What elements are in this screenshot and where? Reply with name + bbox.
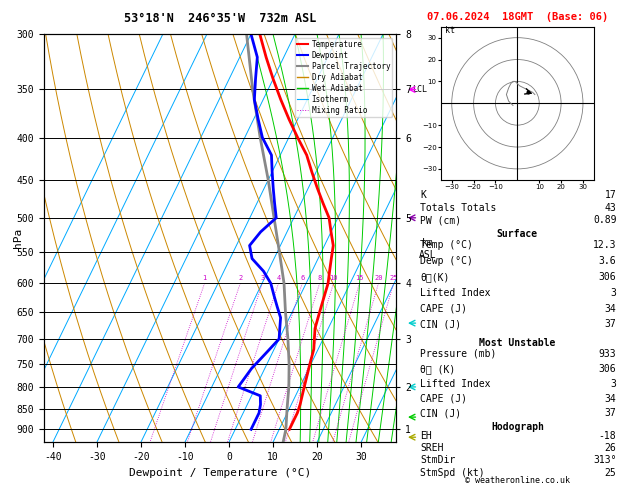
Text: 37: 37 (604, 319, 616, 330)
Text: 3: 3 (611, 288, 616, 298)
Text: CIN (J): CIN (J) (420, 319, 462, 330)
Text: Pressure (mb): Pressure (mb) (420, 349, 497, 359)
Text: CIN (J): CIN (J) (420, 408, 462, 418)
Text: -18: -18 (599, 431, 616, 441)
Text: StmDir: StmDir (420, 455, 455, 466)
Text: hPa: hPa (13, 228, 23, 248)
Text: CAPE (J): CAPE (J) (420, 304, 467, 313)
Text: Surface: Surface (497, 229, 538, 239)
Text: PW (cm): PW (cm) (420, 215, 462, 226)
Text: 3: 3 (260, 276, 264, 281)
Text: Dewp (°C): Dewp (°C) (420, 256, 473, 266)
Text: EH: EH (420, 431, 432, 441)
Text: Lifted Index: Lifted Index (420, 288, 491, 298)
Text: kt: kt (445, 26, 455, 35)
X-axis label: Dewpoint / Temperature (°C): Dewpoint / Temperature (°C) (129, 468, 311, 478)
Text: 15: 15 (355, 276, 364, 281)
Text: 3.6: 3.6 (599, 256, 616, 266)
Text: 6: 6 (300, 276, 304, 281)
Text: 306: 306 (599, 272, 616, 282)
Text: 4: 4 (276, 276, 281, 281)
Text: Most Unstable: Most Unstable (479, 338, 555, 348)
Text: 1: 1 (203, 276, 207, 281)
Text: Totals Totals: Totals Totals (420, 203, 497, 213)
Text: 34: 34 (604, 394, 616, 403)
Text: 313°: 313° (593, 455, 616, 466)
Text: 306: 306 (599, 364, 616, 374)
Text: Temp (°C): Temp (°C) (420, 240, 473, 250)
Text: Lifted Index: Lifted Index (420, 379, 491, 389)
Text: 07.06.2024  18GMT  (Base: 06): 07.06.2024 18GMT (Base: 06) (426, 12, 608, 22)
Text: 20: 20 (374, 276, 382, 281)
Text: 25: 25 (389, 276, 398, 281)
Text: CAPE (J): CAPE (J) (420, 394, 467, 403)
Y-axis label: km
ASL: km ASL (419, 238, 437, 260)
Text: θᴄ (K): θᴄ (K) (420, 364, 455, 374)
Text: 26: 26 (604, 443, 616, 453)
Text: LCL: LCL (412, 85, 427, 94)
Text: Hodograph: Hodograph (491, 422, 544, 432)
Text: © weatheronline.co.uk: © weatheronline.co.uk (465, 476, 570, 485)
Text: 53°18'N  246°35'W  732m ASL: 53°18'N 246°35'W 732m ASL (124, 12, 316, 25)
Text: 8: 8 (318, 276, 321, 281)
Text: 25: 25 (604, 468, 616, 478)
Text: 2: 2 (238, 276, 242, 281)
Text: 34: 34 (604, 304, 616, 313)
Text: 12.3: 12.3 (593, 240, 616, 250)
Text: StmSpd (kt): StmSpd (kt) (420, 468, 485, 478)
Text: 933: 933 (599, 349, 616, 359)
Text: SREH: SREH (420, 443, 444, 453)
Text: 10: 10 (329, 276, 338, 281)
Text: 17: 17 (604, 190, 616, 200)
Text: θᴄ(K): θᴄ(K) (420, 272, 450, 282)
Text: 43: 43 (604, 203, 616, 213)
Text: 3: 3 (611, 379, 616, 389)
Legend: Temperature, Dewpoint, Parcel Trajectory, Dry Adiabat, Wet Adiabat, Isotherm, Mi: Temperature, Dewpoint, Parcel Trajectory… (295, 38, 392, 117)
Text: 0.89: 0.89 (593, 215, 616, 226)
Text: 37: 37 (604, 408, 616, 418)
Text: K: K (420, 190, 426, 200)
